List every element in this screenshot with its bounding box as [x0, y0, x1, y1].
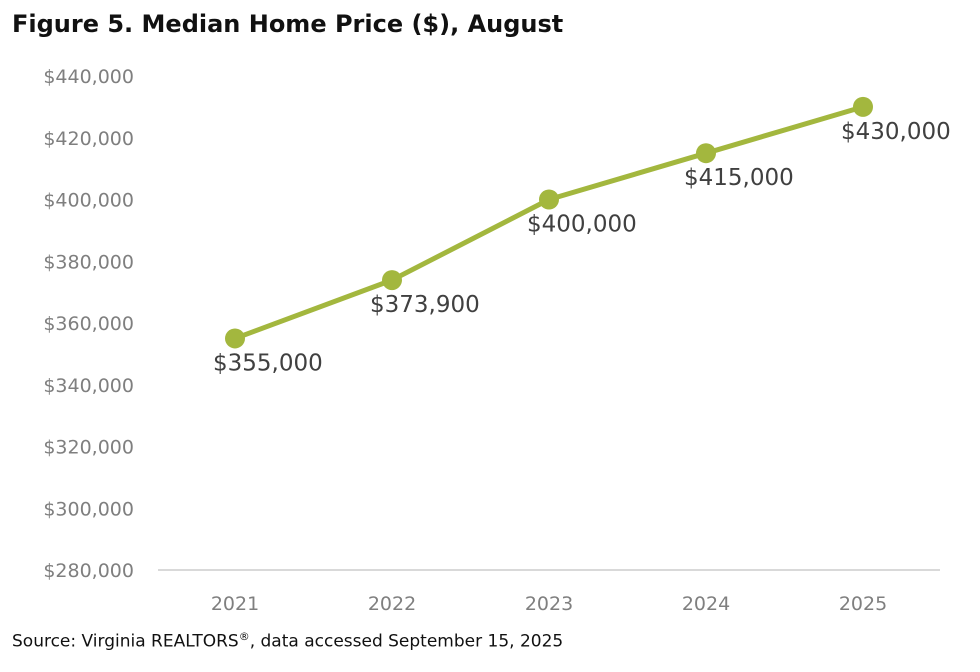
data-point-2021 — [225, 328, 245, 349]
y-tick-label: $300,000 — [43, 498, 134, 520]
registered-mark: ® — [238, 630, 250, 643]
x-tick-label: 2022 — [368, 593, 416, 615]
data-label-2024: $415,000 — [684, 165, 794, 191]
source-note: Source: Virginia REALTORS®, data accesse… — [12, 630, 563, 652]
line-chart: $280,000 $300,000 $320,000 $340,000 $360,000… — [43, 66, 951, 615]
source-text: Source: Virginia REALTORS — [12, 631, 239, 652]
data-point-2025 — [853, 96, 873, 117]
x-tick-label: 2025 — [839, 593, 887, 615]
y-tick-label: $400,000 — [43, 190, 134, 212]
y-tick-label: $420,000 — [43, 128, 134, 150]
y-tick-label: $360,000 — [43, 313, 134, 335]
x-axis-ticks: 2021 2022 2023 2024 2025 — [211, 593, 887, 615]
data-label-2025: $430,000 — [841, 119, 951, 145]
data-point-2022 — [382, 270, 402, 291]
y-tick-label: $380,000 — [43, 251, 134, 273]
source-suffix: , data accessed September 15, 2025 — [249, 631, 564, 652]
y-tick-label: $440,000 — [43, 66, 134, 88]
chart-title: Figure 5. Median Home Price ($), August — [12, 10, 564, 38]
data-point-2024 — [696, 143, 716, 164]
x-tick-label: 2023 — [525, 593, 573, 615]
data-label-2022: $373,900 — [370, 292, 480, 318]
y-tick-label: $340,000 — [43, 375, 134, 397]
y-tick-label: $320,000 — [43, 437, 134, 459]
data-label-2021: $355,000 — [213, 350, 323, 376]
data-label-2023: $400,000 — [527, 212, 637, 238]
data-points — [225, 96, 873, 349]
y-axis-ticks: $280,000 $300,000 $320,000 $340,000 $360,000… — [43, 66, 134, 582]
y-tick-label: $280,000 — [43, 560, 134, 582]
data-point-2023 — [539, 189, 559, 210]
data-labels: $355,000 $373,900 $400,000 $415,000 $430,000 — [213, 119, 951, 377]
x-tick-label: 2021 — [211, 593, 259, 615]
x-tick-label: 2024 — [682, 593, 730, 615]
